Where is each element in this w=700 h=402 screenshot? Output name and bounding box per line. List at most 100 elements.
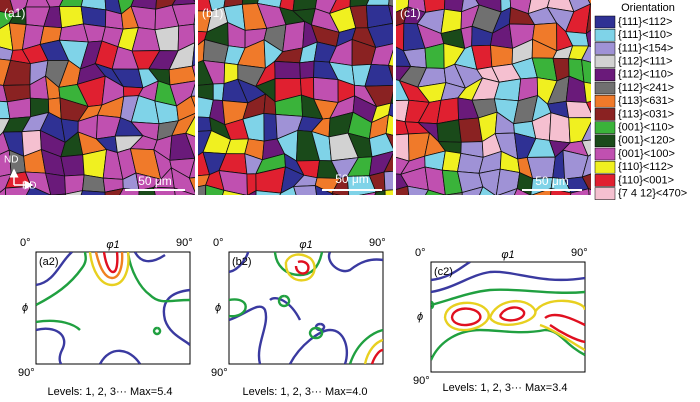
grain bbox=[388, 0, 393, 7]
grain bbox=[58, 0, 84, 7]
grain bbox=[189, 194, 215, 213]
grain bbox=[461, 186, 484, 195]
grain bbox=[367, 22, 393, 48]
odf-x-label: φ1 bbox=[501, 249, 514, 261]
nd-label: ND bbox=[4, 155, 18, 166]
ebsd-map bbox=[198, 0, 393, 195]
grain bbox=[190, 95, 195, 108]
scale-label: 50 μm bbox=[335, 172, 369, 186]
grain bbox=[581, 121, 591, 142]
grain bbox=[583, 81, 591, 103]
grain bbox=[313, 77, 339, 103]
odf-caption: Levels: 1, 2, 3··· Max=4.0 bbox=[242, 386, 367, 398]
grain bbox=[588, 188, 591, 195]
legend-label: {113}<031> bbox=[618, 108, 674, 120]
grain bbox=[581, 154, 591, 178]
grain bbox=[222, 189, 248, 195]
odf-start: 0° bbox=[415, 247, 426, 259]
legend: {111}<112>{111}<110>{111}<154> {112}<111>… bbox=[594, 15, 687, 200]
grain bbox=[190, 83, 195, 97]
grain bbox=[191, 64, 195, 78]
grain bbox=[198, 184, 207, 195]
grain bbox=[497, 187, 518, 195]
grain bbox=[176, 95, 195, 122]
legend-label: {112}<111> bbox=[618, 56, 672, 68]
grain bbox=[25, 0, 51, 8]
legend-label: {001}<100> bbox=[618, 148, 675, 160]
legend-swatch bbox=[594, 55, 616, 68]
map-label: (b1) bbox=[202, 6, 223, 20]
grain bbox=[388, 102, 393, 118]
grain bbox=[396, 185, 410, 195]
legend-swatch bbox=[594, 121, 616, 134]
grain bbox=[185, 115, 195, 137]
grain bbox=[191, 42, 195, 67]
grain bbox=[580, 45, 591, 63]
grain bbox=[170, 167, 195, 195]
grain bbox=[581, 139, 591, 157]
odf-end-y: 90° bbox=[211, 367, 228, 379]
legend-swatch bbox=[594, 134, 616, 148]
odf-caption: Levels: 1, 2, 3··· Max=3.4 bbox=[442, 382, 567, 394]
legend-swatch bbox=[594, 15, 616, 29]
legend-swatch bbox=[594, 81, 616, 95]
grain bbox=[82, 174, 106, 193]
grain bbox=[390, 91, 393, 104]
grain bbox=[385, 114, 393, 136]
grain bbox=[193, 23, 195, 44]
grain bbox=[383, 152, 393, 173]
grain bbox=[193, 0, 195, 3]
odf-a2 bbox=[35, 251, 191, 365]
grain bbox=[513, 187, 532, 195]
grain bbox=[385, 132, 393, 149]
odf-y-label: ϕ bbox=[22, 302, 28, 314]
grain bbox=[424, 166, 446, 195]
grain bbox=[104, 187, 125, 195]
grain bbox=[383, 170, 393, 191]
odf-labels: (a2) 0° 90° φ1 ϕ 90° Levels: 1, 2, 3··· Max=5.… bbox=[18, 237, 588, 398]
grain bbox=[188, 177, 195, 193]
ebsd-map bbox=[396, 0, 591, 195]
grain bbox=[274, 60, 301, 80]
odf-x-label: φ1 bbox=[299, 239, 312, 251]
grain bbox=[444, 192, 463, 195]
grain bbox=[374, 189, 386, 195]
odf-panel-label: (a2) bbox=[39, 256, 59, 268]
grain bbox=[60, 154, 85, 177]
grain bbox=[168, 65, 195, 86]
grain bbox=[299, 60, 315, 79]
grain bbox=[365, 0, 390, 6]
legend-label: {7 4 12}<470> bbox=[618, 188, 687, 200]
legend-label: {111}<112> bbox=[618, 16, 672, 28]
grain bbox=[293, 185, 317, 195]
legend-label: {111}<154> bbox=[618, 42, 673, 54]
odf-start: 0° bbox=[20, 237, 31, 249]
legend-swatch bbox=[594, 147, 616, 161]
grain bbox=[359, 191, 377, 195]
grain bbox=[585, 3, 591, 35]
grain bbox=[387, 64, 393, 82]
legend-swatch bbox=[594, 174, 616, 187]
grain bbox=[392, 22, 393, 28]
legend-label: {110}<112> bbox=[618, 161, 673, 173]
legend-title: Orientation bbox=[621, 2, 675, 14]
grain bbox=[549, 112, 571, 144]
scale-label: 50 μm bbox=[535, 174, 569, 188]
legend-label: {112}<241> bbox=[618, 82, 674, 94]
grain bbox=[387, 49, 393, 67]
legend-swatch bbox=[594, 160, 616, 174]
grain bbox=[581, 59, 591, 84]
grain bbox=[205, 184, 225, 195]
odf-panel-label: (b2) bbox=[232, 256, 252, 268]
rd-label: RD bbox=[22, 181, 36, 192]
legend-label: {111}<110> bbox=[618, 29, 672, 41]
grain bbox=[50, 193, 66, 195]
legend-label: {113}<631> bbox=[618, 95, 674, 107]
grain bbox=[368, 132, 393, 158]
grain bbox=[384, 189, 393, 195]
odf-y-label: ϕ bbox=[417, 311, 423, 323]
grain bbox=[479, 186, 496, 195]
grain bbox=[185, 132, 195, 159]
odf-b2 bbox=[228, 251, 384, 365]
grain bbox=[330, 192, 341, 195]
